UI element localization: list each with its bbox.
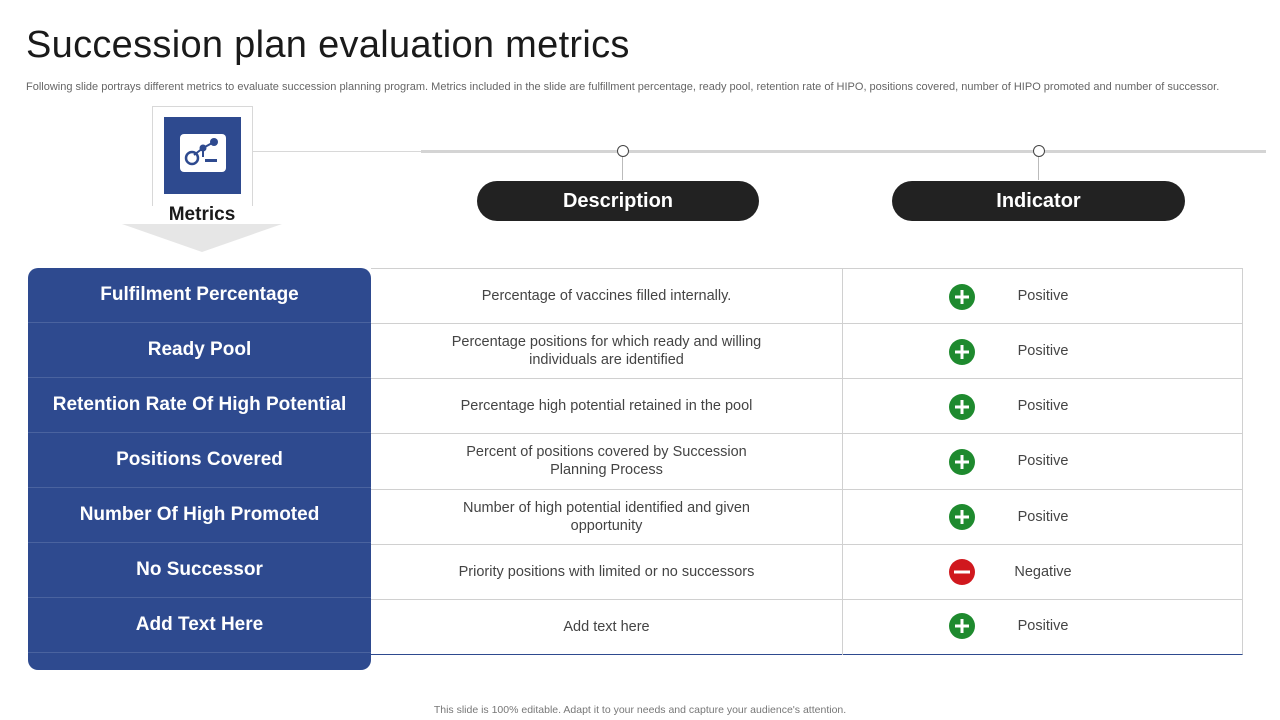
indicator-text: Positive [1017,288,1069,304]
row-divider [371,378,1243,379]
description-header: Description [477,181,759,221]
table-row-indicator: Positive [843,378,1242,433]
row-description: Percent of positions covered by Successi… [466,444,747,478]
metrics-table [371,268,1243,655]
plus-circle-icon [949,284,975,310]
indicator-text: Positive [1017,618,1069,634]
metric-label: Retention Rate Of High Potential [28,378,371,433]
plus-circle-icon [949,613,975,639]
plus-circle-icon [949,339,975,365]
row-description: Number of high potential identified and … [463,499,750,534]
plus-circle-icon [949,504,975,530]
metrics-heading: Metrics [168,204,236,225]
page-subtitle: Following slide portrays different metri… [26,81,1220,93]
connector-stem [622,156,623,180]
table-row-indicator: Positive [843,489,1242,544]
page-title: Succession plan evaluation metrics [26,24,630,66]
slide-footer: This slide is 100% editable. Adapt it to… [433,704,847,716]
table-row-indicator: Positive [843,268,1242,323]
connector-line [253,151,423,152]
row-description: Percentage of vaccines filled internally… [481,287,732,304]
timeline-dot [617,145,629,157]
row-divider [371,433,1243,434]
indicator-header: Indicator [892,181,1185,221]
metric-label: Add Text Here [28,598,371,653]
row-description: Percentage positions for which ready and… [451,333,762,368]
timeline-line [421,150,1266,153]
metrics-pointer [122,224,282,252]
metrics-column: Fulfilment Percentage Ready Pool Retenti… [28,268,371,670]
plus-circle-icon [949,449,975,475]
row-divider [371,544,1243,545]
row-description: Percentage high potential retained in th… [460,397,753,414]
table-row-indicator: Positive [843,323,1242,378]
indicator-text: Positive [1017,398,1069,414]
analytics-icon [179,133,227,178]
table-row-indicator: Negative [843,544,1242,599]
metrics-icon-box [164,117,241,194]
indicator-text: Positive [1017,343,1069,359]
column-divider [842,268,843,655]
row-divider [371,599,1243,600]
metric-label: Positions Covered [28,433,371,488]
indicator-text: Positive [1017,509,1069,525]
table-row-indicator: Positive [843,599,1242,654]
minus-circle-icon [949,559,975,585]
row-description: Priority positions with limited or no su… [458,563,755,580]
row-description: Add text here [563,618,650,635]
table-row-indicator: Positive [843,433,1242,489]
metric-label: Number Of High Promoted [28,488,371,543]
indicator-text: Negative [1014,564,1072,580]
timeline-dot [1033,145,1045,157]
metric-label: Fulfilment Percentage [28,268,371,323]
indicator-text: Positive [1017,453,1069,469]
row-divider [371,323,1243,324]
row-divider [371,489,1243,490]
metric-label: No Successor [28,543,371,598]
connector-stem [1038,156,1039,180]
metric-label: Ready Pool [28,323,371,378]
plus-circle-icon [949,394,975,420]
